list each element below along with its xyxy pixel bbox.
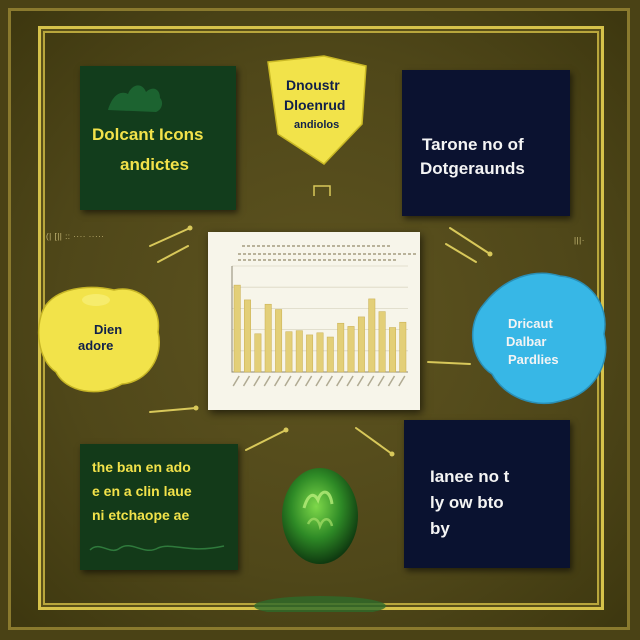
card-middle-right-line3: Pardlies (508, 352, 559, 367)
chart-x-tick (387, 375, 396, 387)
wave-line-icon (89, 545, 225, 552)
chart-x-tick (367, 375, 375, 387)
card-middle-right-line2: Dalbar (506, 334, 547, 349)
chart-bar (295, 330, 303, 373)
chart-bar (368, 298, 376, 373)
bar-chart (231, 245, 418, 387)
chart-bar (389, 327, 396, 373)
chart-x-tick (294, 375, 302, 387)
cyan-blob-shape (471, 272, 607, 404)
bottom-glow (254, 596, 386, 612)
card-bottom-left-line3: ni etchaope ae (92, 507, 190, 523)
chart-bar (275, 309, 283, 373)
card-top-left-line2: andictes (120, 155, 189, 174)
chart-bar (264, 303, 272, 373)
chart-bar (254, 333, 262, 373)
card-bottom-left-line2: e en a clin laue (92, 483, 192, 499)
chart-bar (326, 336, 334, 373)
chart-bar (306, 334, 314, 373)
chart-bar (316, 332, 324, 373)
yellow-blob-shape (37, 286, 160, 393)
green-egg-icon (282, 468, 358, 564)
chart-x-tick (273, 375, 282, 387)
chart-x-tick (325, 375, 333, 387)
card-top-center-line3: andiolos (294, 119, 340, 131)
hand-icon (108, 85, 163, 112)
chart-x-tick (346, 375, 354, 387)
card-top-right: Tarone no of Dotgeraunds (402, 70, 570, 216)
card-bottom-left-line1: the ban en ado (92, 459, 191, 475)
side-annotation-right: |||· (574, 236, 585, 245)
small-bracket-icon (313, 185, 331, 196)
chart-x-tick (253, 375, 261, 387)
yellow-shield-shape (267, 55, 367, 165)
chart-x-tick (232, 375, 240, 387)
chart-x-tick (284, 375, 292, 387)
card-middle-right-line1: Dricaut (508, 316, 553, 331)
card-bottom-left: the ban en ado e en a clin laue ni etcha… (80, 444, 238, 570)
chart-x-tick (336, 375, 344, 387)
chart-bar (399, 321, 407, 373)
card-top-left-line1: Dolcant Icons (92, 125, 204, 144)
card-bottom-right-line2: ly ow bto (430, 493, 504, 512)
chart-panel (208, 232, 420, 410)
chart-bar (357, 316, 365, 373)
chart-x-tick (377, 375, 385, 387)
chart-bar (337, 322, 345, 373)
card-bottom-right-line1: Ianee no t (430, 467, 510, 486)
chart-x-tick (315, 375, 323, 387)
card-top-center-line1: Dnoustr (286, 77, 340, 93)
chart-bar (244, 299, 251, 373)
card-middle-left-line1: Dien (94, 322, 123, 337)
chart-x-tick (356, 375, 365, 387)
chart-x-tick (242, 375, 251, 387)
chart-bar (233, 284, 241, 373)
card-top-right-line1: Tarone no of (422, 135, 524, 154)
chart-bar (378, 311, 386, 373)
chart-x-tick (398, 375, 406, 387)
card-bottom-right-line3: by (430, 519, 450, 538)
card-bottom-right: Ianee no t ly ow bto by (404, 420, 570, 568)
chart-bar (347, 326, 355, 373)
chart-bar (285, 331, 293, 373)
card-top-center-line2: Dloenrud (284, 97, 346, 113)
chart-x-tick (305, 375, 313, 387)
card-middle-left-line2: adore (78, 338, 114, 353)
chart-x-tick (263, 375, 271, 387)
side-annotation-left: (| [|| :: ···· ····· (46, 232, 105, 241)
card-top-right-line2: Dotgeraunds (420, 159, 525, 178)
card-top-left: Dolcant Icons andictes (80, 66, 236, 210)
